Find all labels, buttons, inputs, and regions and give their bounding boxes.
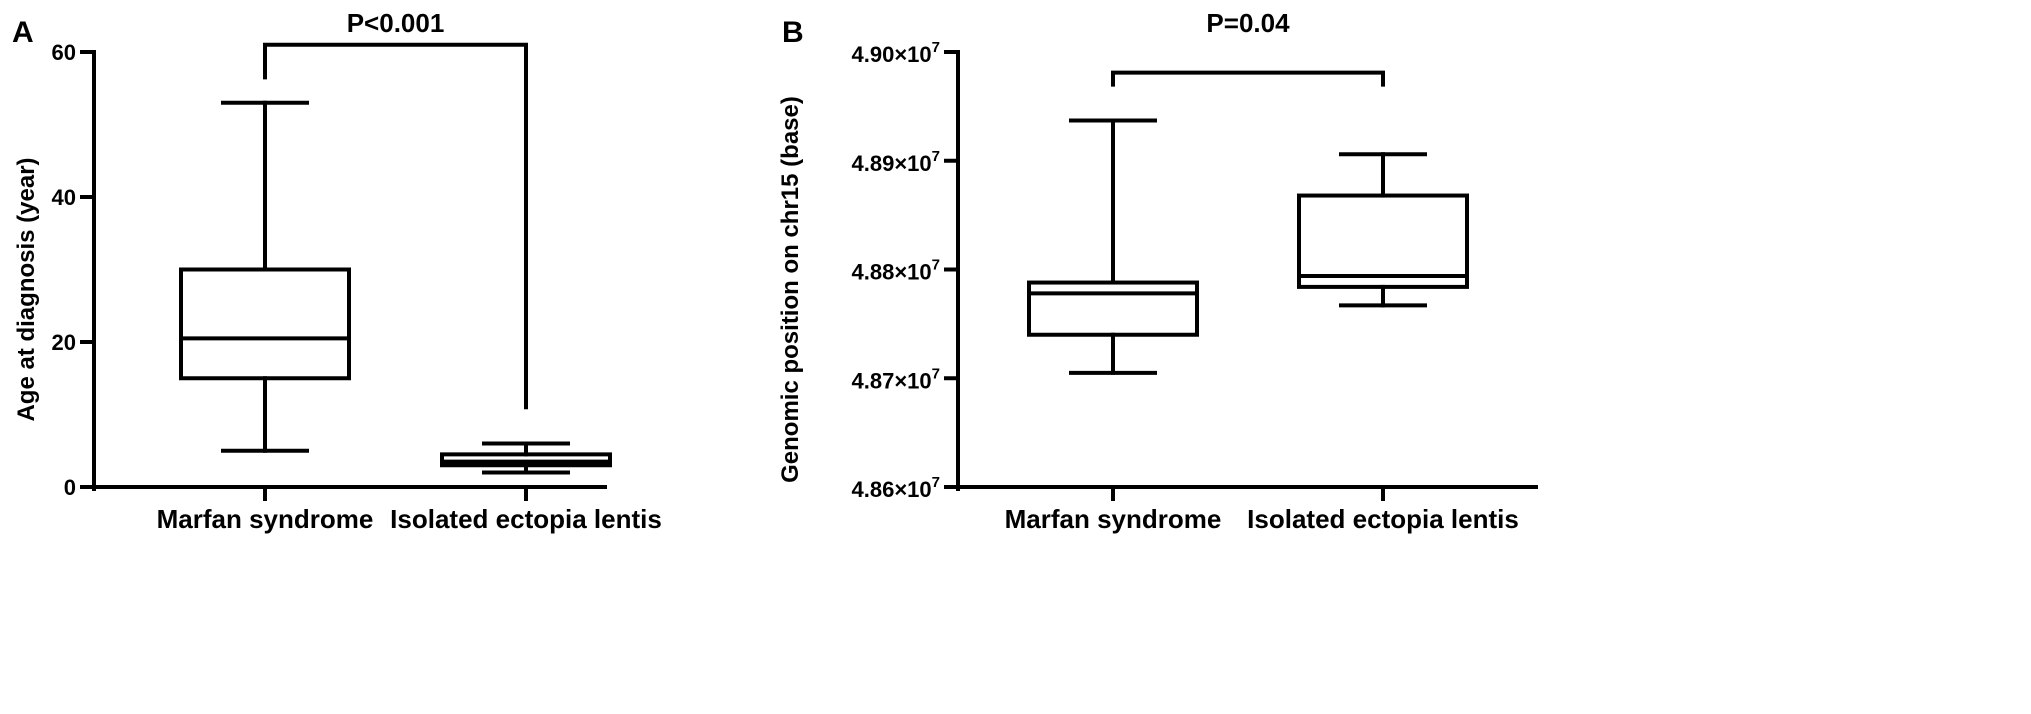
panel-a-significance-label: P<0.001 <box>347 8 445 38</box>
panel-b-box <box>1027 280 1199 337</box>
panel-b-letter: B <box>782 16 804 49</box>
panel-b-y-tick-label: 4.88×107 <box>852 257 940 285</box>
panel-b: B 4.86×107 4.87×107 4.88×107 4.89×107 4.90×1… <box>777 8 1538 534</box>
panel-a-box <box>179 267 351 381</box>
panel-a: A 0 20 40 60 Marfan syndrome Isolated ectop… <box>12 8 662 534</box>
panel-a-letter: A <box>12 16 34 49</box>
panel-a-y-tick-label: 0 <box>64 475 76 500</box>
panel-b-y-tick-label: 4.86×107 <box>852 474 940 502</box>
panel-a-significance-bracket <box>263 42 528 410</box>
panel-a-y-tick-label: 40 <box>52 185 76 210</box>
panel-b-box <box>1297 193 1469 289</box>
panel-a-y-tick-label: 60 <box>52 40 76 65</box>
panel-b-significance-label: P=0.04 <box>1206 8 1290 38</box>
panel-a-category-label: Marfan syndrome <box>157 504 374 534</box>
panel-b-plot-area: 4.86×107 4.87×107 4.88×107 4.89×107 4.90×107 <box>852 39 1538 502</box>
panel-b-category-label: Marfan syndrome <box>1005 504 1222 534</box>
panel-a-y-axis-title: Age at diagnosis (year) <box>13 157 40 421</box>
panel-a-y-tick-label: 20 <box>52 330 76 355</box>
panel-b-y-tick-label: 4.87×107 <box>852 365 940 393</box>
panel-a-plot-area: 0 20 40 60 <box>52 40 612 501</box>
panel-b-significance-bracket <box>1111 70 1385 87</box>
panel-b-category-label: Isolated ectopia lentis <box>1247 504 1519 534</box>
panel-a-category-label: Isolated ectopia lentis <box>390 504 662 534</box>
panel-b-y-axis-title: Genomic position on chr15 (base) <box>777 96 804 483</box>
panel-b-y-tick-label: 4.90×107 <box>852 39 940 67</box>
panel-b-y-tick-label: 4.89×107 <box>852 148 940 176</box>
